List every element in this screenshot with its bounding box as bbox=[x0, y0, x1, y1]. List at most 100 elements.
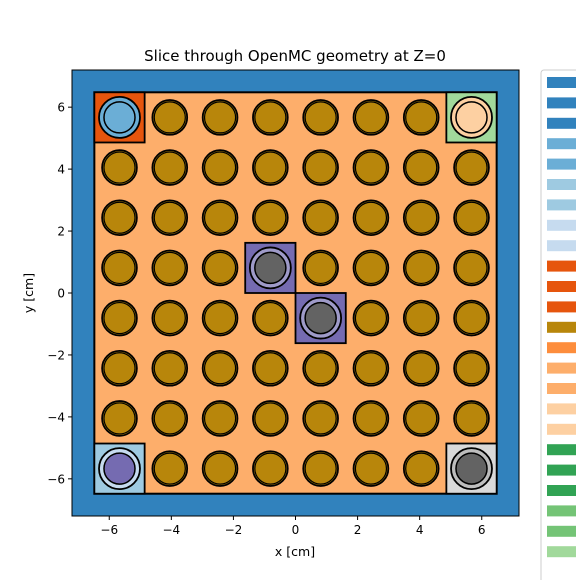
y-axis-label: y [cm] bbox=[21, 273, 36, 313]
fuel-pin bbox=[201, 450, 239, 487]
legend-swatch bbox=[547, 117, 576, 129]
fuel-pin-cladding-line bbox=[304, 352, 337, 385]
fuel-pin bbox=[252, 199, 289, 237]
fuel-pin bbox=[101, 149, 138, 186]
fuel-pin-cladding-line bbox=[153, 201, 186, 234]
legend-swatch bbox=[547, 158, 576, 170]
fuel-pin bbox=[101, 400, 138, 437]
fuel-pin-cladding-line bbox=[354, 201, 388, 234]
fuel-pin bbox=[302, 149, 339, 186]
fuel-pin-cladding-line bbox=[354, 452, 388, 485]
fuel-pin-cladding-line bbox=[304, 402, 337, 435]
legend-swatch bbox=[547, 281, 576, 292]
fuel-pin-cladding-line bbox=[405, 402, 438, 435]
fuel-pin-cladding-line bbox=[455, 251, 488, 285]
fuel-pin-cladding-line bbox=[203, 402, 237, 435]
fuel-pin-cladding-line bbox=[153, 452, 186, 485]
fuel-pin bbox=[302, 400, 339, 437]
legend bbox=[540, 69, 576, 580]
fuel-pin bbox=[101, 249, 138, 287]
chart-title: Slice through OpenMC geometry at Z=0 bbox=[144, 47, 446, 65]
legend-swatch bbox=[547, 485, 576, 496]
fuel-pin-cladding-line bbox=[455, 201, 488, 234]
fuel-pin-cladding-line bbox=[405, 101, 438, 134]
fuel-pin-cladding-line bbox=[153, 301, 186, 335]
fuel-pin bbox=[101, 299, 138, 337]
fuel-pin-cladding-line bbox=[153, 101, 186, 134]
special-pin-core bbox=[304, 301, 337, 335]
fuel-pin bbox=[352, 400, 390, 437]
fuel-pin bbox=[402, 450, 440, 487]
fuel-pin bbox=[151, 349, 189, 387]
fuel-pin bbox=[352, 299, 390, 337]
fuel-pin-cladding-line bbox=[103, 301, 136, 335]
special-pin-core bbox=[103, 452, 136, 485]
legend-swatch bbox=[547, 77, 576, 88]
y-tick-label: −2 bbox=[47, 348, 65, 362]
fuel-pin bbox=[302, 249, 339, 287]
fuel-pin-cladding-line bbox=[254, 452, 287, 485]
fuel-pin bbox=[151, 249, 189, 287]
fuel-pin bbox=[352, 99, 390, 136]
legend-swatch bbox=[547, 403, 576, 415]
fuel-pin-cladding-line bbox=[203, 201, 237, 234]
fuel-pin bbox=[252, 400, 289, 437]
fuel-pin bbox=[201, 199, 239, 237]
legend-swatch bbox=[547, 179, 576, 190]
fuel-pin-cladding-line bbox=[153, 352, 186, 385]
fuel-pin bbox=[302, 349, 339, 387]
fuel-pin-cladding-line bbox=[455, 151, 488, 184]
fuel-pin bbox=[352, 349, 390, 387]
plot-area bbox=[72, 70, 519, 516]
fuel-pin-cladding-line bbox=[203, 251, 237, 285]
fuel-pin-cladding-line bbox=[203, 101, 237, 134]
legend-swatch bbox=[547, 240, 576, 252]
legend-swatch bbox=[547, 97, 576, 109]
fuel-pin bbox=[453, 199, 490, 237]
fuel-pin-cladding-line bbox=[354, 301, 388, 335]
fuel-pin-cladding-line bbox=[203, 301, 237, 335]
fuel-pin bbox=[402, 299, 440, 337]
fuel-pin-cladding-line bbox=[354, 402, 388, 435]
y-tick-label: 4 bbox=[57, 163, 65, 177]
fuel-pin-cladding-line bbox=[103, 151, 136, 184]
fuel-pin-cladding-line bbox=[254, 402, 287, 435]
fuel-pin bbox=[453, 349, 490, 387]
fuel-pin-cladding-line bbox=[354, 251, 388, 285]
legend-swatch bbox=[547, 362, 576, 374]
fuel-pin bbox=[352, 249, 390, 287]
special-pin-core bbox=[254, 251, 287, 285]
legend-swatch bbox=[547, 464, 576, 476]
fuel-pin bbox=[302, 99, 339, 136]
y-tick-label: −4 bbox=[47, 410, 65, 424]
y-tick-label: 6 bbox=[57, 101, 65, 115]
fuel-pin bbox=[453, 299, 490, 337]
legend-swatch bbox=[547, 219, 576, 231]
fuel-pin bbox=[151, 299, 189, 337]
legend-swatch bbox=[547, 301, 576, 313]
fuel-pin-cladding-line bbox=[405, 352, 438, 385]
x-tick-label: −2 bbox=[225, 523, 243, 537]
legend-swatch bbox=[547, 342, 576, 354]
fuel-pin-cladding-line bbox=[354, 151, 388, 184]
y-tick-label: 2 bbox=[57, 225, 65, 239]
fuel-pin bbox=[151, 199, 189, 237]
fuel-pin-cladding-line bbox=[203, 452, 237, 485]
fuel-pin-cladding-line bbox=[304, 452, 337, 485]
fuel-pin bbox=[201, 299, 239, 337]
legend-swatch bbox=[547, 546, 576, 558]
fuel-pin-cladding-line bbox=[203, 352, 237, 385]
fuel-pin-cladding-line bbox=[405, 251, 438, 285]
fuel-pin bbox=[201, 99, 239, 136]
legend-swatch bbox=[547, 444, 576, 456]
fuel-pin-cladding-line bbox=[304, 101, 337, 134]
legend-swatch bbox=[547, 260, 576, 272]
fuel-pin-cladding-line bbox=[103, 402, 136, 435]
fuel-pin-cladding-line bbox=[304, 201, 337, 234]
legend-swatch bbox=[547, 383, 576, 394]
fuel-pin bbox=[252, 349, 289, 387]
fuel-pin bbox=[201, 400, 239, 437]
fuel-pin bbox=[402, 249, 440, 287]
legend-swatch bbox=[547, 423, 576, 435]
fuel-pin bbox=[402, 400, 440, 437]
